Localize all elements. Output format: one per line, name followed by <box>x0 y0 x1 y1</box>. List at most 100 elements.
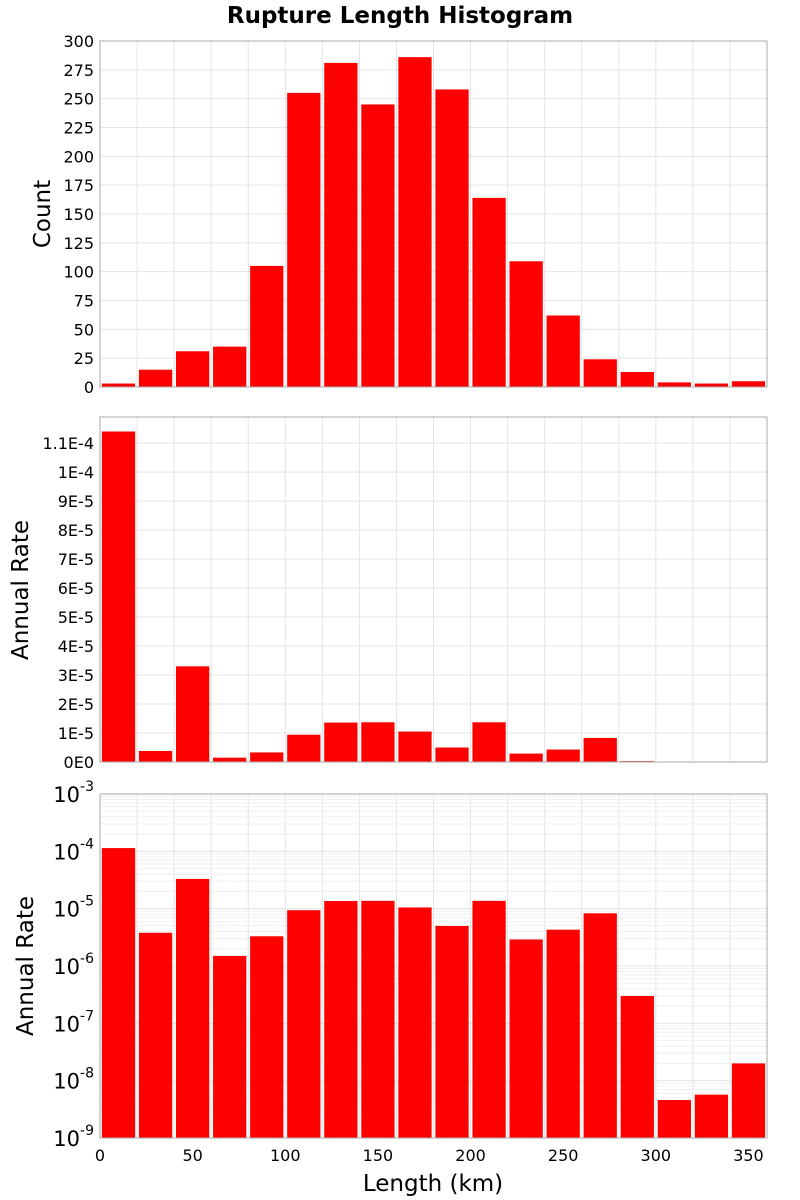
histogram-bar <box>583 913 617 1138</box>
histogram-bar <box>509 939 543 1138</box>
y-tick-label: 2E-5 <box>58 695 94 714</box>
y-tick-label: 125 <box>63 234 94 253</box>
histogram-bar <box>435 747 469 762</box>
histogram-bar <box>398 731 432 762</box>
y-axis-label: Annual Rate <box>13 896 39 1036</box>
histogram-bar <box>509 753 543 762</box>
y-tick-label: 9E-5 <box>58 492 94 511</box>
histogram-bar <box>509 261 543 387</box>
y-tick-label: 10-4 <box>53 836 94 864</box>
histogram-bar <box>361 722 395 762</box>
y-tick-label: 300 <box>63 32 94 51</box>
y-tick-exponent: -3 <box>80 779 94 795</box>
histogram-bar <box>657 382 691 387</box>
y-tick-base: 10 <box>53 1012 80 1036</box>
x-tick-label: 0 <box>95 1146 105 1165</box>
x-tick-label: 200 <box>455 1146 486 1165</box>
histogram-bar <box>213 346 247 387</box>
histogram-bar <box>546 929 580 1138</box>
histogram-bar <box>435 925 469 1138</box>
plot-frame <box>99 416 768 763</box>
y-tick-exponent: -4 <box>80 836 94 852</box>
y-tick-label: 150 <box>63 205 94 224</box>
histogram-bar <box>472 900 506 1138</box>
y-tick-base: 10 <box>53 840 80 864</box>
x-tick-label: 100 <box>270 1146 301 1165</box>
x-tick-label: 50 <box>182 1146 202 1165</box>
y-tick-label: 10-5 <box>53 894 94 922</box>
y-tick-label: 3E-5 <box>58 666 94 685</box>
histogram-bar <box>546 749 580 762</box>
histogram-bar <box>361 104 395 387</box>
histogram-bar <box>657 1100 691 1138</box>
histogram-bar <box>546 315 580 387</box>
x-tick-label: 250 <box>548 1146 579 1165</box>
histogram-bar <box>324 722 358 762</box>
x-tick-label: 300 <box>641 1146 672 1165</box>
y-tick-label: 250 <box>63 90 94 109</box>
histogram-bar <box>213 757 247 762</box>
histogram-bar <box>620 995 654 1138</box>
x-tick-label: 350 <box>733 1146 764 1165</box>
y-tick-label: 175 <box>63 176 94 195</box>
histogram-bar <box>435 89 469 387</box>
y-tick-label: 10-7 <box>53 1008 94 1036</box>
histogram-bar <box>287 910 321 1138</box>
histogram-bar <box>731 1063 766 1138</box>
y-tick-label: 6E-5 <box>58 579 94 598</box>
y-tick-label: 200 <box>63 147 94 166</box>
y-tick-label: 10-6 <box>53 951 94 979</box>
histogram-bar <box>213 955 247 1138</box>
y-tick-label: 50 <box>74 320 94 339</box>
annual-rate-linear-panel: 0E0 1E-5 2E-5 3E-5 4E-5 5E-5 6E-5 7E-5 8E-5 9E-5 1… <box>8 416 768 772</box>
x-tick-label: 150 <box>363 1146 394 1165</box>
x-axis-label: Length (km) <box>363 1171 503 1197</box>
y-tick-base: 10 <box>53 1070 80 1094</box>
y-tick-label: 8E-5 <box>58 521 94 540</box>
y-tick-label: 100 <box>63 263 94 282</box>
histogram-bar <box>694 383 729 387</box>
y-tick-label: 275 <box>63 61 94 80</box>
y-tick-label: 25 <box>74 349 94 368</box>
histogram-bar <box>101 848 136 1138</box>
y-tick-base: 10 <box>53 1127 80 1151</box>
y-tick-label: 1E-5 <box>58 724 94 743</box>
y-tick-base: 10 <box>53 783 80 807</box>
y-tick-exponent: -6 <box>80 951 94 967</box>
histogram-bar <box>287 734 321 762</box>
y-tick-label: 7E-5 <box>58 550 94 569</box>
y-tick-base: 10 <box>53 898 80 922</box>
y-tick-label: 10-8 <box>53 1066 94 1094</box>
y-tick-label: 0 <box>84 378 94 397</box>
histogram-bar <box>472 197 506 387</box>
histogram-bar <box>138 932 173 1138</box>
histogram-bar <box>176 666 210 762</box>
y-axis-label: Annual Rate <box>8 520 34 660</box>
histogram-bar <box>250 265 284 387</box>
y-tick-label: 1.1E-4 <box>42 434 94 453</box>
histogram-bar <box>324 901 358 1138</box>
histogram-bar <box>398 57 432 387</box>
histogram-bar <box>101 383 136 387</box>
y-tick-label: 10-3 <box>53 779 94 807</box>
histogram-bar <box>138 750 173 762</box>
y-tick-base: 10 <box>53 955 80 979</box>
histogram-bar <box>176 351 210 387</box>
y-tick-label: 4E-5 <box>58 637 94 656</box>
histogram-bar <box>731 381 766 387</box>
figure-title: Rupture Length Histogram <box>227 3 573 29</box>
histogram-bar <box>620 372 654 387</box>
histogram-bar <box>138 369 173 387</box>
histogram-bar <box>287 92 321 388</box>
y-tick-label: 0E0 <box>64 753 94 772</box>
count-panel: 0 25 50 75 100 125 150 175 200 225 250 275 300 Count <box>30 32 768 397</box>
histogram-bar <box>583 359 617 387</box>
y-tick-exponent: -9 <box>80 1123 94 1139</box>
histogram-bar <box>101 431 136 762</box>
plot-frame <box>99 40 768 388</box>
y-tick-exponent: -8 <box>80 1066 94 1082</box>
histogram-bar <box>250 936 284 1138</box>
y-tick-label: 5E-5 <box>58 608 94 627</box>
